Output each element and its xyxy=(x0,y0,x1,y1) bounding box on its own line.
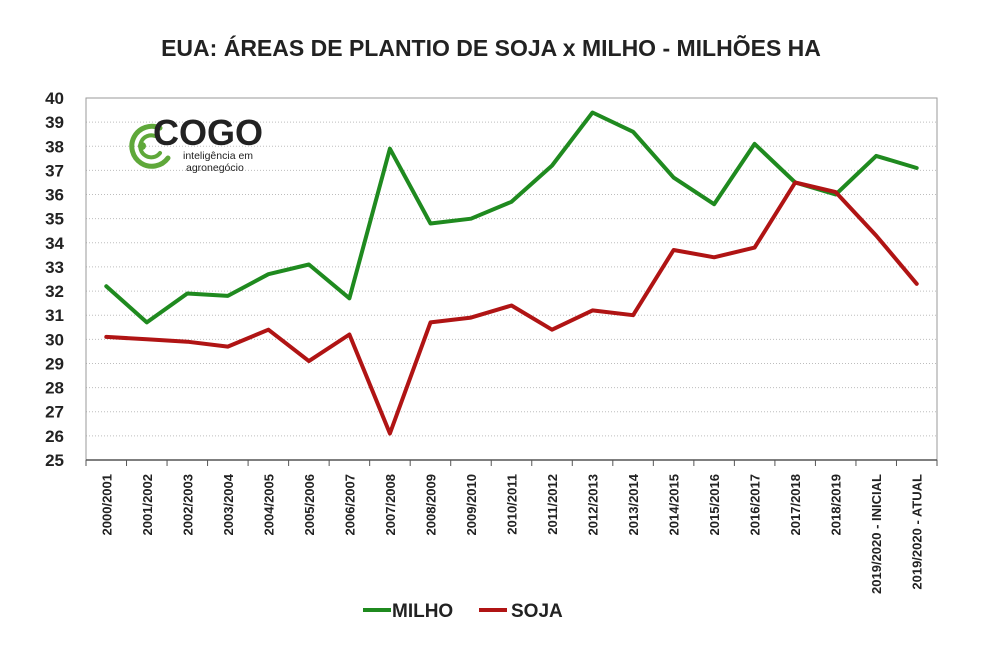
y-tick-label: 39 xyxy=(45,113,64,132)
y-tick-label: 32 xyxy=(45,282,64,301)
legend: MILHO SOJA xyxy=(363,601,563,622)
logo-tagline-1: inteligência em xyxy=(183,150,253,162)
x-axis: 2000/2001 2001/2002 2002/2003 2003/2004 2004… xyxy=(85,459,938,594)
y-tick-label: 36 xyxy=(45,186,64,205)
x-tick-label: 2006/2007 xyxy=(342,474,357,535)
x-tick-label: 2007/2008 xyxy=(383,474,398,535)
x-tick-label: 2019/2020 - ATUAL xyxy=(910,474,925,590)
cogo-logo: COGO inteligência em agronegócio xyxy=(129,112,263,174)
y-tick-label: 38 xyxy=(45,137,64,156)
y-tick-label: 28 xyxy=(45,379,64,398)
y-tick-label: 26 xyxy=(45,427,64,446)
x-tick-label: 2019/2020 - INICIAL xyxy=(869,474,884,594)
legend-label-milho: MILHO xyxy=(392,601,453,622)
x-tick-label: 2011/2012 xyxy=(545,474,560,535)
y-tick-label: 27 xyxy=(45,403,64,422)
x-tick-label: 2009/2010 xyxy=(464,474,479,535)
series-line-soja xyxy=(104,180,919,436)
series-lines xyxy=(104,110,919,436)
x-tick-label: 2001/2002 xyxy=(140,474,155,535)
legend-label-soja: SOJA xyxy=(511,601,563,622)
x-tick-label: 2016/2017 xyxy=(748,474,763,535)
y-tick-label: 37 xyxy=(45,161,64,180)
cogo-logo-icon xyxy=(129,123,171,169)
x-tick-label: 2002/2003 xyxy=(180,474,195,535)
x-tick-label: 2015/2016 xyxy=(707,474,722,535)
x-tick-label: 2014/2015 xyxy=(667,474,682,535)
y-tick-label: 35 xyxy=(45,210,64,229)
logo-name: COGO xyxy=(153,112,263,153)
x-tick-label: 2013/2014 xyxy=(626,473,641,535)
y-tick-label: 34 xyxy=(45,234,64,253)
y-axis: 25 26 27 28 29 30 31 32 33 34 35 36 37 38 39 40 xyxy=(45,89,64,470)
x-tick-label: 2000/2001 xyxy=(99,474,114,535)
x-tick-label: 2004/2005 xyxy=(261,474,276,535)
x-tick-label: 2010/2011 xyxy=(505,474,520,535)
series-line-milho xyxy=(104,110,919,325)
logo-tagline-2: agronegócio xyxy=(186,162,244,174)
x-tick-label: 2003/2004 xyxy=(221,473,236,535)
y-tick-label: 30 xyxy=(45,330,64,349)
x-tick-label: 2017/2018 xyxy=(788,474,803,535)
x-tick-label: 2005/2006 xyxy=(302,474,317,535)
x-tick-label: 2018/2019 xyxy=(829,474,844,535)
y-tick-label: 31 xyxy=(45,306,64,325)
chart-title: EUA: ÁREAS DE PLANTIO DE SOJA x MILHO - … xyxy=(161,34,821,61)
grid xyxy=(85,97,938,461)
x-tick-label: 2008/2009 xyxy=(423,474,438,535)
y-tick-label: 33 xyxy=(45,258,64,277)
y-tick-label: 29 xyxy=(45,354,64,373)
x-tick-label: 2012/2013 xyxy=(586,474,601,535)
y-tick-label: 40 xyxy=(45,89,64,108)
y-tick-label: 25 xyxy=(45,451,64,470)
